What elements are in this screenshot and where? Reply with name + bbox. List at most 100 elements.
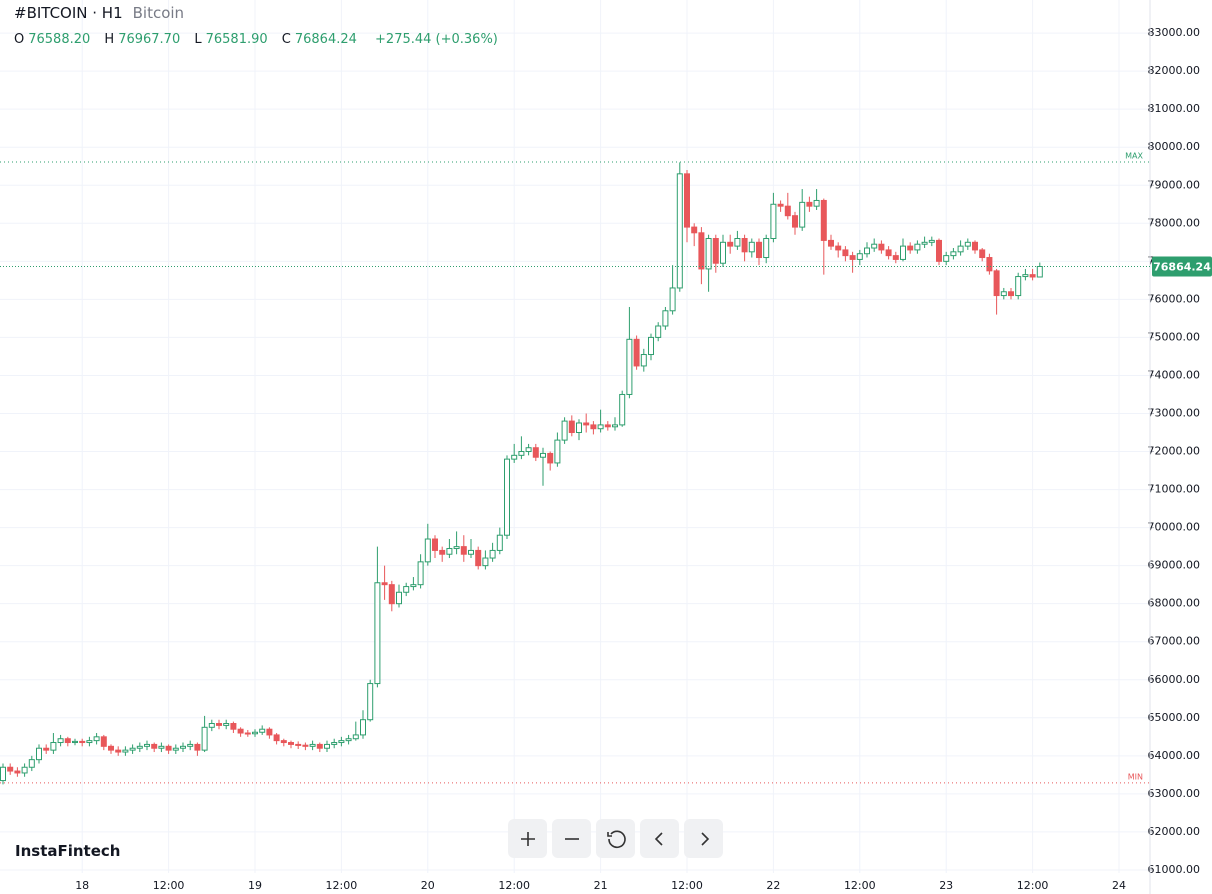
candle-body — [496, 534, 503, 551]
candle-body — [720, 241, 726, 264]
candle-body — [813, 199, 820, 207]
candle-body — [669, 287, 676, 312]
candle-body — [842, 249, 849, 257]
scroll-left-button[interactable] — [640, 819, 679, 858]
watermark: InstaFintech — [15, 842, 121, 860]
candle-body — [892, 255, 899, 260]
candle-body — [885, 249, 892, 257]
ohlc-key: C — [281, 32, 291, 47]
y-tick-label: 76000.00 — [1148, 292, 1201, 305]
candle-body — [633, 338, 640, 367]
candle-body — [518, 451, 525, 456]
candle-body — [914, 243, 921, 251]
candle-body — [741, 238, 748, 253]
y-tick-label: 78000.00 — [1148, 216, 1201, 229]
candle-body — [36, 747, 42, 761]
y-tick-label: 68000.00 — [1148, 597, 1201, 610]
candle-body — [172, 747, 179, 751]
candle-body — [482, 557, 489, 567]
candle-body — [489, 549, 496, 559]
candle-body — [151, 743, 158, 749]
candle-body — [957, 245, 964, 253]
candle-body — [295, 743, 302, 746]
candle-body — [698, 232, 705, 270]
candle-body — [331, 742, 338, 745]
ohlc-value: 76967.70 — [118, 32, 181, 47]
candle-body — [532, 447, 539, 458]
candle-body — [57, 738, 64, 744]
candle-body — [792, 215, 798, 228]
candle-body — [777, 203, 784, 207]
candle-body — [424, 538, 431, 563]
candle-body — [136, 745, 143, 749]
candle-body — [691, 226, 698, 234]
scroll-right-button[interactable] — [684, 819, 723, 858]
candle-body — [43, 747, 50, 751]
candle-body — [1022, 274, 1029, 278]
y-tick-label: 74000.00 — [1148, 368, 1201, 381]
candle-body — [864, 247, 870, 255]
candle-body — [604, 424, 611, 428]
candle-body — [756, 241, 762, 259]
candle-body — [93, 736, 100, 742]
candle-body — [475, 549, 482, 567]
candle-body — [1029, 274, 1036, 278]
candle-body — [676, 173, 683, 289]
ohlc-value: 76581.90 — [205, 32, 268, 47]
candle-body — [511, 454, 518, 460]
icon — [520, 831, 535, 846]
candle-body — [878, 243, 885, 251]
toolbar — [508, 819, 723, 858]
candle-body — [525, 447, 532, 453]
candle-body — [504, 458, 510, 536]
candle-body — [129, 747, 136, 751]
candle-body — [856, 253, 863, 260]
x-tick-label: 12:00 — [153, 879, 185, 892]
candle-body — [352, 734, 359, 740]
candle-body — [403, 586, 410, 593]
candle-body — [244, 732, 251, 735]
candle-body — [108, 745, 114, 751]
ohlc-value: 76588.20 — [28, 32, 91, 47]
candle-body — [964, 241, 971, 247]
candle-body — [748, 241, 755, 253]
candle-body — [835, 245, 842, 251]
candle-body — [223, 723, 230, 726]
candle-body — [684, 173, 690, 228]
candle-body — [799, 201, 806, 228]
x-tick-label: 18 — [75, 879, 89, 892]
candle-body — [648, 336, 654, 356]
candle-body — [871, 243, 878, 249]
candle-body — [763, 238, 770, 259]
last-price-badge — [1152, 256, 1212, 277]
candle-body — [640, 354, 647, 367]
candle-body — [820, 199, 827, 241]
candle-body — [1000, 291, 1007, 297]
candle-body — [626, 338, 633, 395]
candle-body — [79, 740, 86, 744]
candle-body — [367, 683, 374, 721]
candle-body — [417, 561, 424, 586]
zoom-in-button[interactable] — [508, 819, 547, 858]
candle-body — [928, 239, 935, 243]
reset-button[interactable] — [596, 819, 635, 858]
candle-body — [554, 439, 561, 464]
x-tick-label: 20 — [421, 879, 435, 892]
candle-body — [374, 582, 381, 685]
header: #BITCOIN · H1 Bitcoin O 76588.20 H 76967.70… — [14, 4, 508, 47]
y-tick-label: 67000.00 — [1148, 635, 1201, 648]
candle-body — [655, 325, 662, 338]
zoom-out-button[interactable] — [552, 819, 591, 858]
ohlc-key: O — [14, 32, 25, 47]
candle-body — [460, 546, 467, 555]
candle-body — [64, 738, 71, 744]
y-tick-label: 65000.00 — [1148, 711, 1201, 724]
candle-body — [612, 424, 618, 428]
candle-body — [993, 270, 1000, 297]
candle-body — [115, 749, 122, 753]
y-tick-label: 79000.00 — [1148, 178, 1201, 191]
candle-body — [806, 201, 813, 207]
candle-body — [432, 538, 438, 551]
candle-body — [381, 582, 388, 586]
